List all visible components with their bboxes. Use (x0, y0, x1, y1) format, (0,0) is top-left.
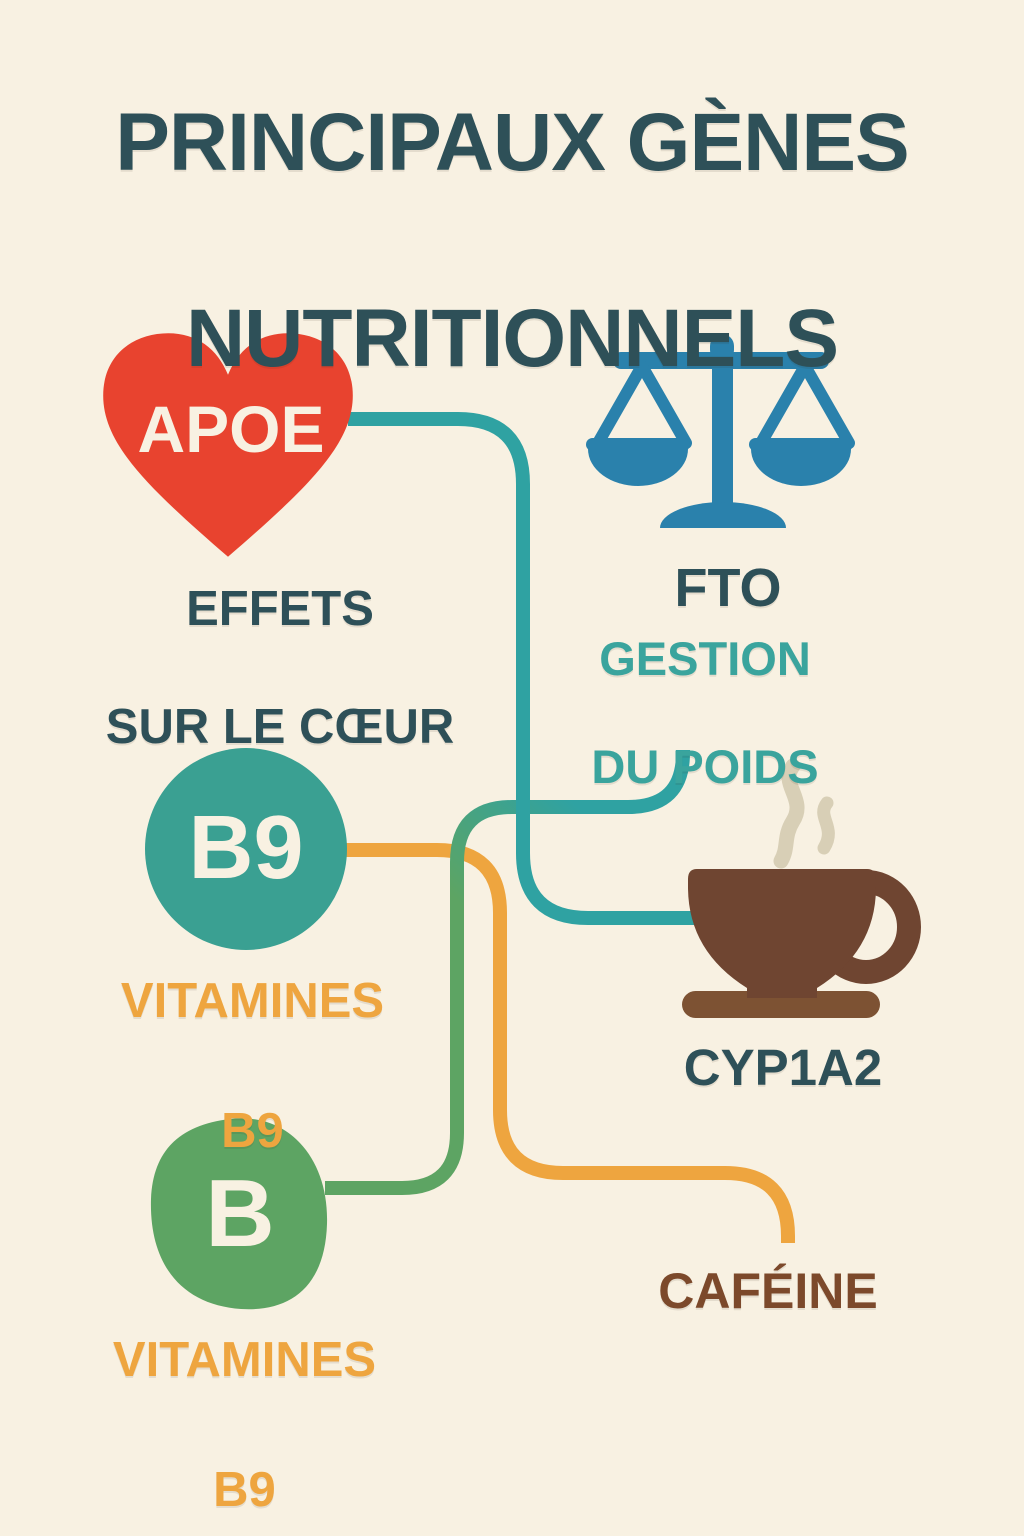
coffee-cup-icon (682, 869, 921, 1018)
page-title: PRINCIPAUX GÈNES NUTRITIONNELS (0, 94, 1024, 388)
apoe-effect-line1: EFFETS (186, 582, 374, 636)
b-vitamines-line1: VITAMINES (112, 1333, 377, 1387)
b9-vitamines-line1: VITAMINES (120, 974, 385, 1028)
steam-icon (773, 758, 835, 869)
fto-effect-line1: GESTION (599, 632, 811, 685)
b9-vitamines-label: VITAMINES B9 (0, 969, 505, 1164)
connector-b9-caffeine (345, 843, 795, 1243)
b9-circle-badge (145, 748, 347, 950)
connector-apoe-cyp1a2 (348, 412, 700, 925)
connector-fto-vitamin-b (325, 750, 690, 1195)
fto-effect-line2: DU POIDS (591, 740, 819, 793)
b9-badge-label: B9 (188, 798, 304, 898)
b-blob-badge (150, 1118, 328, 1310)
apoe-effect-line2: SUR LE CŒUR (105, 700, 455, 754)
b-badge-label: B (205, 1160, 275, 1267)
fto-gene-label: FTO (674, 558, 782, 618)
cyp1a2-gene-label: CYP1A2 (683, 1039, 883, 1096)
fto-effect-label: GESTION DU POIDS (505, 632, 905, 794)
scales-icon (586, 334, 855, 528)
apoe-gene-label: APOE (137, 392, 325, 466)
heart-icon (103, 333, 353, 557)
page-title-line1: PRINCIPAUX GÈNES (115, 97, 910, 188)
b-vitamines-label: VITAMINES B9 (0, 1328, 497, 1523)
page-title-line2: NUTRITIONNELS (185, 293, 839, 384)
cup-body (688, 869, 876, 998)
b9-vitamines-line2: B9 (221, 1104, 284, 1158)
cafeine-label: CAFÉINE (658, 1263, 878, 1319)
cup-saucer (682, 991, 880, 1018)
apoe-effect-label: EFFETS SUR LE CŒUR (30, 580, 530, 757)
b-vitamines-line2: B9 (213, 1463, 276, 1517)
